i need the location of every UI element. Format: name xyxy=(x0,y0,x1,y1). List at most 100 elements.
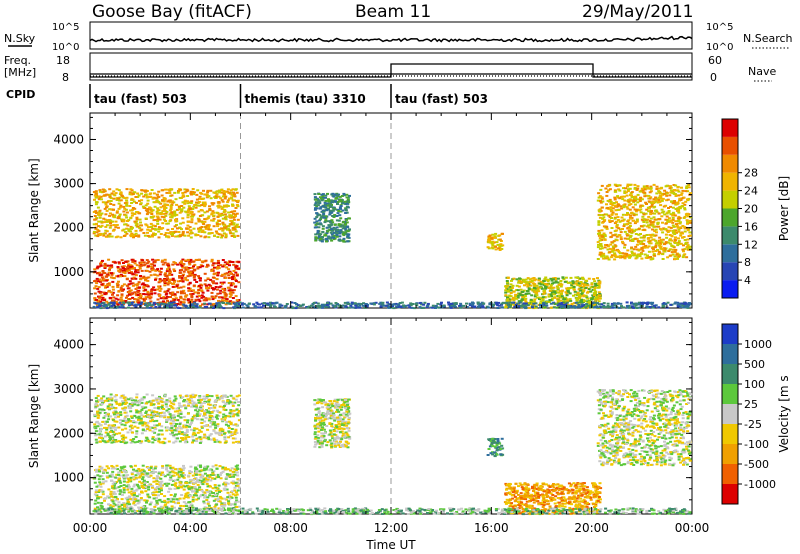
heatmap-cell xyxy=(145,195,149,198)
heatmap-cell xyxy=(657,253,661,256)
heatmap-cell xyxy=(668,234,672,236)
heatmap-cell xyxy=(687,227,691,230)
heatmap-cell xyxy=(335,232,339,234)
heatmap-cell xyxy=(170,234,174,237)
heatmap-cell xyxy=(218,223,222,226)
heatmap-cell xyxy=(224,294,228,297)
heatmap-cell xyxy=(216,215,220,218)
heatmap-cell xyxy=(92,232,96,235)
heatmap-cell xyxy=(192,401,196,404)
heatmap-cell xyxy=(210,219,214,222)
heatmap-cell xyxy=(560,295,564,298)
heatmap-cell xyxy=(184,437,188,440)
heatmap-cell xyxy=(211,203,215,206)
heatmap-cell xyxy=(509,287,513,290)
heatmap-cell xyxy=(178,440,182,443)
heatmap-cell xyxy=(228,197,231,200)
heatmap-cell xyxy=(576,280,580,283)
heatmap-cell xyxy=(500,303,503,306)
heatmap-cell xyxy=(331,209,335,212)
heatmap-cell xyxy=(180,205,184,207)
heatmap-cell xyxy=(619,238,623,241)
heatmap-cell xyxy=(134,401,137,404)
heatmap-cell xyxy=(229,191,233,194)
heatmap-cell xyxy=(229,300,233,303)
heatmap-cell xyxy=(553,303,557,306)
heatmap-cell xyxy=(217,206,221,209)
heatmap-cell xyxy=(634,245,638,248)
heatmap-cell xyxy=(525,282,529,285)
heatmap-cell xyxy=(230,214,233,217)
heatmap-cell xyxy=(233,228,237,231)
heatmap-cell xyxy=(514,295,518,298)
heatmap-cell xyxy=(198,306,202,309)
heatmap-cell xyxy=(195,193,199,196)
heatmap-cell xyxy=(632,196,636,198)
heatmap-cell xyxy=(217,301,221,304)
heatmap-cell xyxy=(561,305,565,308)
heatmap-cell xyxy=(94,192,98,195)
heatmap-cell xyxy=(566,306,570,309)
heatmap-cell xyxy=(186,258,190,261)
heatmap-cell xyxy=(523,304,527,307)
heatmap-cell xyxy=(187,267,191,269)
heatmap-cell xyxy=(345,206,349,208)
heatmap-cell xyxy=(173,262,177,264)
heatmap-cell xyxy=(130,293,134,296)
heatmap-cell xyxy=(534,305,538,308)
heatmap-cell xyxy=(325,240,328,243)
heatmap-cell xyxy=(534,287,538,290)
heatmap-cell xyxy=(670,251,674,254)
heatmap-cell xyxy=(620,216,624,219)
heatmap-cell xyxy=(344,223,348,226)
heatmap-cell xyxy=(154,269,158,272)
heatmap-cell xyxy=(207,224,211,227)
heatmap-cell xyxy=(198,395,202,398)
heatmap-cell xyxy=(98,297,102,300)
heatmap-cell xyxy=(165,222,169,225)
heatmap-cell xyxy=(181,263,185,266)
heatmap-cell xyxy=(650,203,654,205)
heatmap-cell xyxy=(139,295,143,297)
heatmap-cell xyxy=(624,187,628,190)
heatmap-cell xyxy=(508,294,512,297)
heatmap-cell xyxy=(321,227,325,230)
heatmap-cell xyxy=(634,210,638,213)
heatmap-cell xyxy=(658,236,662,239)
heatmap-cell xyxy=(688,219,692,222)
heatmap-cell xyxy=(130,271,133,274)
heatmap-cell xyxy=(213,303,217,305)
heatmap-cell xyxy=(669,226,673,229)
heatmap-cell xyxy=(106,234,110,237)
heatmap-cell xyxy=(233,210,237,213)
heatmap-cell xyxy=(612,302,616,305)
heatmap-cell xyxy=(149,208,153,211)
heatmap-cell xyxy=(557,284,561,286)
heatmap-cell xyxy=(215,394,219,397)
heatmap-cell xyxy=(600,303,604,306)
heatmap-cell xyxy=(126,260,130,263)
heatmap-cell xyxy=(391,305,395,307)
heatmap-cell xyxy=(610,220,614,223)
heatmap-cell xyxy=(453,303,457,306)
heatmap-cell xyxy=(569,281,573,284)
heatmap-cell xyxy=(219,289,223,292)
heatmap-cell xyxy=(566,290,570,292)
heatmap-cell xyxy=(194,233,198,236)
heatmap-cell xyxy=(225,190,229,193)
heatmap-cell xyxy=(213,296,217,299)
heatmap-cell xyxy=(137,235,141,238)
heatmap-cell xyxy=(524,281,528,284)
heatmap-cell xyxy=(320,198,324,201)
heatmap-cell xyxy=(628,187,632,190)
heatmap-cell xyxy=(168,220,172,223)
heatmap-cell xyxy=(216,236,220,238)
heatmap-cell xyxy=(364,303,368,305)
heatmap-cell xyxy=(647,224,650,227)
heatmap-cell xyxy=(209,197,213,200)
heatmap-cell xyxy=(224,236,228,239)
heatmap-cell xyxy=(598,247,602,250)
heatmap-cell xyxy=(651,257,655,260)
heatmap-cell xyxy=(318,306,322,309)
heatmap-cell xyxy=(576,302,580,305)
